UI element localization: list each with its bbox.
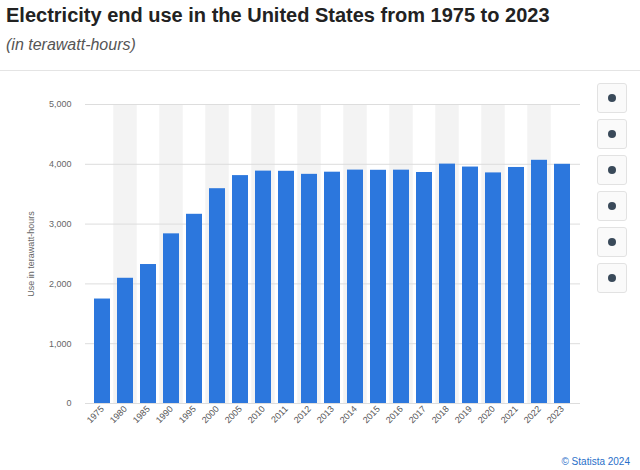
svg-text:5,000: 5,000 — [49, 99, 72, 109]
svg-text:2018: 2018 — [430, 404, 451, 425]
svg-text:4,000: 4,000 — [49, 159, 72, 169]
svg-text:2015: 2015 — [361, 404, 382, 425]
svg-text:2,000: 2,000 — [49, 279, 72, 289]
svg-text:1980: 1980 — [108, 404, 129, 425]
svg-text:2000: 2000 — [200, 404, 221, 425]
svg-text:2022: 2022 — [522, 404, 543, 425]
svg-text:2023: 2023 — [545, 404, 566, 425]
svg-text:1,000: 1,000 — [49, 339, 72, 349]
svg-text:2017: 2017 — [407, 404, 428, 425]
svg-text:2012: 2012 — [292, 404, 313, 425]
svg-text:2014: 2014 — [338, 404, 359, 425]
svg-text:2010: 2010 — [246, 404, 267, 425]
svg-text:1975: 1975 — [85, 404, 106, 425]
svg-text:2016: 2016 — [384, 404, 405, 425]
svg-text:2013: 2013 — [315, 404, 336, 425]
svg-text:1985: 1985 — [131, 404, 152, 425]
svg-text:3,000: 3,000 — [49, 219, 72, 229]
svg-text:2011: 2011 — [269, 404, 290, 425]
svg-text:0: 0 — [66, 398, 71, 408]
svg-text:Use in terawatt-hours: Use in terawatt-hours — [26, 211, 36, 297]
svg-text:2005: 2005 — [223, 404, 244, 425]
svg-text:2019: 2019 — [453, 404, 474, 425]
svg-text:1990: 1990 — [154, 404, 175, 425]
svg-text:1995: 1995 — [177, 404, 198, 425]
svg-text:2020: 2020 — [476, 404, 497, 425]
html-text:© Statista 2024: © Statista 2024 — [561, 456, 630, 467]
html-text:(in terawatt-hours): (in terawatt-hours) — [6, 36, 136, 53]
html-text:Electricity end use in the Uni: Electricity end use in the United States… — [6, 4, 550, 26]
svg-text:2021: 2021 — [499, 404, 520, 425]
